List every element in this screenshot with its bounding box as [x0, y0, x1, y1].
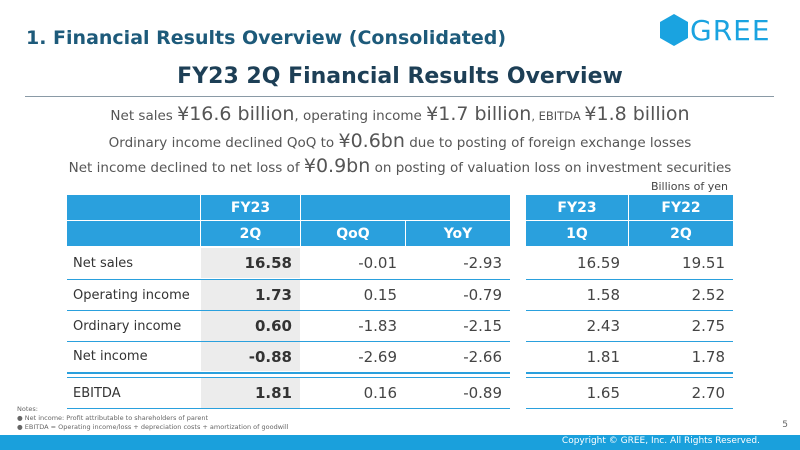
header-change-blank [301, 195, 510, 220]
header-yoy: YoY [406, 221, 510, 246]
header-fy23-right: FY23 [526, 195, 628, 220]
notes-title: Notes: [17, 405, 38, 413]
ebitda-bottom-border [526, 408, 733, 409]
row-label-net-sales: Net sales [73, 255, 134, 271]
header-fy22: FY22 [629, 195, 733, 220]
gree-logo: GREE [660, 13, 780, 47]
ebitda-qoq: 0.16 [363, 384, 397, 402]
page-title: FY23 2Q Financial Results Overview [177, 64, 623, 89]
row-divider [67, 310, 510, 311]
ebitda-top-border [67, 377, 510, 378]
summary-line-2: Ordinary income declined QoQ to ¥0.6bn d… [108, 130, 692, 152]
net-income-yoy: -2.66 [463, 347, 502, 366]
net-sales-qoq: -0.01 [358, 254, 397, 272]
note-2: ● EBITDA = Operating income/loss + depre… [17, 423, 289, 431]
header-qoq: QoQ [301, 221, 405, 246]
ordinary-income-fy22-2q: 2.75 [691, 317, 725, 335]
ordinary-income-fy23-1q: 2.43 [586, 317, 620, 335]
net-sales-fy23-1q: 16.59 [577, 254, 620, 272]
operating-income-yoy: -0.79 [463, 286, 502, 304]
note-1: ● Net income: Profit attributable to sha… [17, 414, 209, 422]
ebitda-fy23-1q: 1.65 [586, 384, 620, 402]
row-divider [526, 341, 733, 342]
operating-income-2q: 1.73 [201, 280, 300, 310]
row-label-operating-income: Operating income [73, 287, 190, 303]
ebitda-yoy: -0.89 [463, 384, 502, 402]
section-title: 1. Financial Results Overview (Consolida… [26, 27, 507, 49]
row-label-ordinary-income: Ordinary income [73, 318, 182, 334]
net-sales-yoy: -2.93 [463, 254, 502, 272]
row-divider [526, 372, 733, 374]
header-2q: 2Q [201, 221, 300, 246]
ebitda-2q: 1.81 [201, 378, 300, 408]
ebitda-top-border [526, 377, 733, 378]
ebitda-bottom-border [67, 408, 510, 409]
header-fy23: FY23 [201, 195, 300, 220]
net-income-qoq: -2.69 [358, 347, 397, 366]
copyright: Copyright © GREE, Inc. All Rights Reserv… [561, 436, 760, 446]
row-divider [67, 279, 510, 280]
ebitda-fy22-2q: 2.70 [691, 384, 725, 402]
row-label-ebitda: EBITDA [73, 385, 121, 401]
row-divider [526, 279, 733, 280]
unit-label: Billions of yen [650, 180, 728, 193]
ordinary-income-2q: 0.60 [201, 311, 300, 341]
logo-text: GREE [690, 14, 771, 47]
operating-income-qoq: 0.15 [363, 286, 397, 304]
header-1q: 1Q [526, 221, 628, 246]
net-income-fy23-1q: 1.81 [586, 347, 620, 366]
operating-income-fy23-1q: 1.58 [586, 286, 620, 304]
summary-line-3: Net income declined to net loss of ¥0.9b… [68, 155, 732, 177]
header-2q-right: 2Q [629, 221, 733, 246]
row-divider [67, 341, 510, 342]
header-blank-2 [67, 221, 200, 246]
notes: Notes: ● Net income: Profit attributable… [17, 405, 288, 432]
operating-income-fy22-2q: 2.52 [691, 286, 725, 304]
footer-bar: Copyright © GREE, Inc. All Rights Reserv… [0, 435, 800, 450]
row-divider [67, 372, 510, 374]
net-income-2q: -0.88 [201, 342, 300, 371]
net-income-fy22-2q: 1.78 [691, 347, 725, 366]
title-divider [25, 96, 774, 97]
hexagon-logo-icon [660, 14, 688, 46]
summary-line-1: Net sales ¥16.6 billion, operating incom… [110, 103, 690, 125]
row-divider [526, 310, 733, 311]
ordinary-income-yoy: -2.15 [463, 317, 502, 335]
page-number: 5 [782, 420, 788, 430]
net-sales-2q: 16.58 [201, 248, 300, 278]
row-label-net-income: Net income [73, 349, 148, 364]
net-sales-fy22-2q: 19.51 [682, 254, 725, 272]
header-blank [67, 195, 200, 220]
ordinary-income-qoq: -1.83 [358, 317, 397, 335]
